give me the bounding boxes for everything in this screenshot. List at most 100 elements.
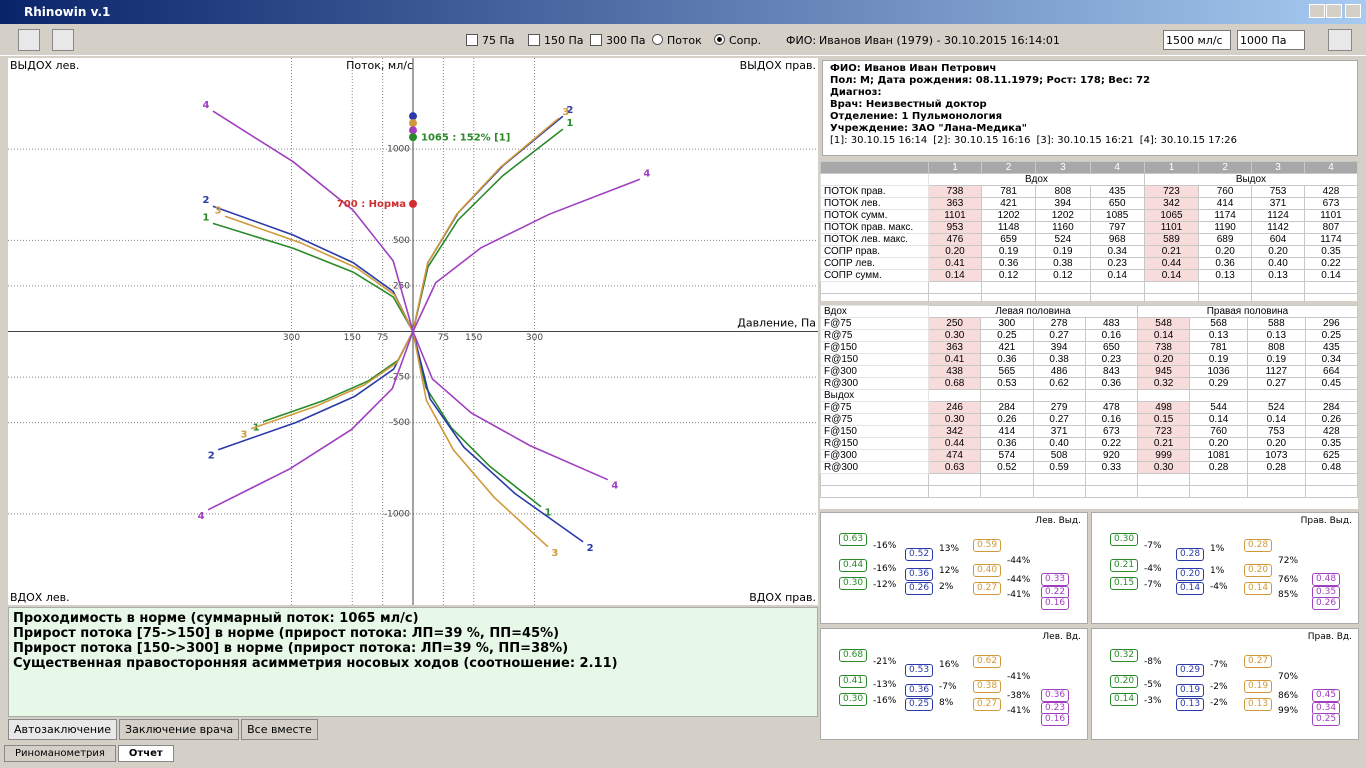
empty-cell [1143,293,1200,306]
cell: 0.25 [980,329,1034,342]
cell: 0.14 [1304,269,1358,282]
cell: 0.36 [980,257,1037,270]
diagram-change: -16% [873,540,897,551]
param-table-panel: Вдох Левая половина Правая половина F@75 250… [820,305,1359,509]
cell: 508 [1032,449,1086,462]
cell: 1101 [928,209,982,222]
cell: 300 [980,317,1034,330]
cell: 0.44 [1143,257,1200,270]
cell: 843 [1084,365,1139,378]
cell: 1160 [1035,221,1091,234]
main-tab[interactable]: Риноманометрия [4,745,116,762]
table-row: F@300 438 565 486 843 945 1036 1127 664 [820,365,1359,378]
toolbar: 75 Па 150 Па 300 Па Поток Сопр. ФИО: Иванов Ив… [0,24,1366,56]
cell: 414 [980,425,1034,438]
cell: 0.13 [1251,269,1305,282]
diagram-change: -7% [1210,659,1228,670]
cell: 394 [1032,341,1086,354]
cell: 0.30 [927,329,982,342]
cell: 1065 [1143,209,1200,222]
cell: 953 [928,221,982,234]
empty-cell [980,473,1034,486]
empty-cell [1136,473,1191,486]
group-header: Выдох [1143,173,1359,186]
row-label: F@300 [820,449,929,462]
empty-cell [928,293,982,306]
diagram-value: 0.26 [905,582,934,595]
close-button[interactable] [1345,4,1361,18]
cell: 478 [1084,401,1139,414]
info-line: Диагноз: [830,87,882,98]
y-tick-label: -1000 [384,509,410,519]
cell: 394 [1035,197,1091,210]
table-row: R@300 0.68 0.53 0.62 0.36 0.32 0.29 0.27 0.45 [820,377,1359,390]
empty-cell [1189,473,1248,486]
flow-table-panel: 1 2 3 4 1 2 3 4 Вдох Выдох ПОТОК прав. 738 781 808 435… [820,161,1359,306]
radio[interactable] [652,34,663,45]
cell: 0.52 [980,461,1034,474]
half-header: Правая половина [1137,305,1358,318]
conclusion-tab[interactable]: Заключение врача [119,719,240,740]
conclusion-tab[interactable]: Все вместе [241,719,318,740]
print-button[interactable] [18,29,40,51]
corner [820,173,929,186]
cell: 753 [1251,185,1305,198]
cell: 1174 [1304,233,1358,246]
diagram-value: 0.53 [905,664,934,677]
table-row: ПОТОК лев. макс. 476 659 524 968 589 689 604 117… [820,233,1358,246]
column-header: 3 [1035,161,1091,174]
cell: 1190 [1198,221,1253,234]
group-row: Вдох Выдох [820,173,1359,186]
cell: 435 [1089,185,1145,198]
x-tick-label: 75 [438,333,449,343]
save-button[interactable] [52,29,74,51]
cell: 797 [1089,221,1145,234]
cell: 0.35 [1304,437,1359,450]
cell: 1127 [1246,365,1306,378]
minimize-button[interactable] [1309,4,1325,18]
maximize-button[interactable] [1326,4,1342,18]
diagram-change: -44% [1007,575,1031,585]
empty-cell [1136,389,1191,402]
empty-cell [1198,293,1253,306]
cell: 650 [1084,341,1139,354]
radio[interactable] [714,34,725,45]
conclusion-tab[interactable]: Автозаключение [8,719,118,740]
empty-cell [1251,281,1305,294]
table-row: R@150 0.41 0.36 0.38 0.23 0.20 0.19 0.19 0.34 [820,353,1359,366]
diagram-change: 1% [1210,543,1225,554]
checkbox[interactable] [590,34,602,46]
diagram-value: 0.28 [1244,539,1273,552]
cell: 0.20 [1189,437,1248,450]
conclusion-line: Проходимость в норме (суммарный поток: 1… [13,611,419,626]
curve-label: 3 [241,430,248,441]
empty-cell [1304,389,1359,402]
cell: 1036 [1189,365,1248,378]
checkbox[interactable] [528,34,540,46]
checkbox[interactable] [466,34,478,46]
cell: 0.35 [1304,245,1358,258]
row-label: R@75 [820,329,929,342]
table-row: R@300 0.63 0.52 0.59 0.33 0.30 0.28 0.28 0.48 [820,461,1359,474]
y-tick-label: -250 [390,373,411,383]
cell: 0.19 [980,245,1037,258]
diagram-value: 0.48 [1312,573,1341,586]
main-tab[interactable]: Отчет [117,745,174,762]
cell: 945 [1136,365,1191,378]
cell: 296 [1304,317,1359,330]
cell: 435 [1304,341,1359,354]
x-tick-label: 75 [377,333,388,343]
settings-button[interactable] [1328,29,1352,51]
section-row: Выдох [820,389,1359,402]
checkbox-label: 75 Па [482,34,515,47]
diagram-value: 0.15 [1110,577,1139,590]
dropdown[interactable]: 1500 мл/с [1163,30,1231,50]
session: [2]: 30.10.15 16:16 [933,135,1031,146]
dropdown[interactable]: 1000 Па [1237,30,1305,50]
cell: 0.36 [980,437,1034,450]
column-header: 4 [1304,161,1358,174]
curve-label: 1 [544,508,551,519]
cell: 363 [928,197,982,210]
table-row: СОПР сумм. 0.14 0.12 0.12 0.14 0.14 0.13 0.13 0.… [820,269,1358,282]
column-header: 1 [928,161,982,174]
